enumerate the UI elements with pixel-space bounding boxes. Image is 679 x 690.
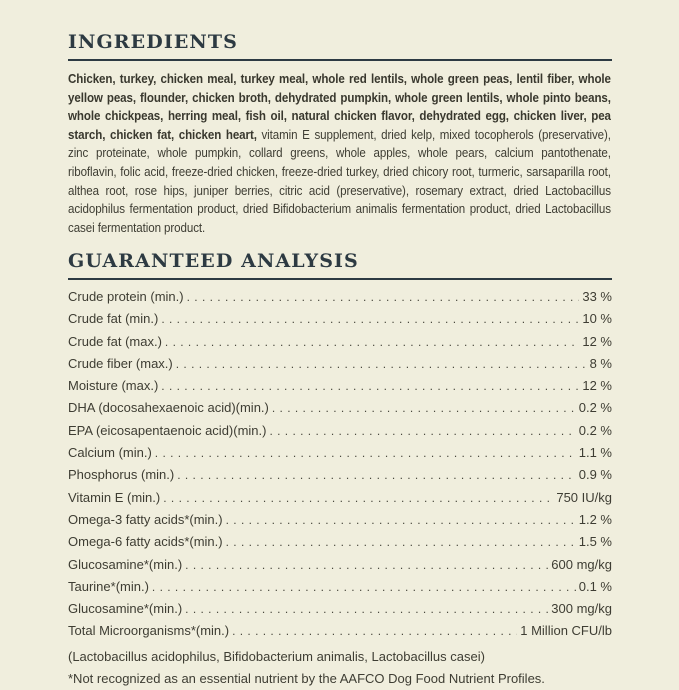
dot-leader bbox=[185, 601, 548, 616]
nutrient-value: 12 % bbox=[582, 333, 612, 349]
nutrient-name: Moisture (max.) bbox=[68, 378, 159, 394]
dot-leader bbox=[155, 445, 576, 460]
analysis-row: Calcium (min.) 1.1 % bbox=[68, 445, 612, 467]
analysis-row: DHA (docosahexaenoic acid)(min.) 0.2 % bbox=[68, 400, 612, 422]
nutrient-name: Total Microorganisms*(min.) bbox=[68, 623, 230, 639]
nutrient-value: 600 mg/kg bbox=[551, 556, 612, 572]
nutrient-value: 10 % bbox=[582, 311, 612, 327]
analysis-table: Crude protein (min.) 33 % Crude fat (min.)… bbox=[68, 289, 612, 646]
nutrient-name: Omega-3 fatty acids*(min.) bbox=[68, 511, 223, 527]
nutrient-name: Calcium (min.) bbox=[68, 445, 152, 461]
ingredients-divider bbox=[68, 59, 612, 61]
ingredients-primary-text: Chicken, turkey, chicken meal, turkey me… bbox=[68, 71, 611, 142]
dot-leader bbox=[226, 534, 576, 549]
nutrient-name: Crude fat (min.) bbox=[68, 311, 159, 327]
nutrient-name: Omega-6 fatty acids*(min.) bbox=[68, 534, 223, 550]
aafco-footnote: *Not recognized as an essential nutrient… bbox=[68, 671, 545, 687]
nutrient-value: 33 % bbox=[582, 289, 612, 304]
nutrient-name: Crude fiber (max.) bbox=[68, 355, 173, 371]
ingredients-title: INGREDIENTS bbox=[68, 31, 238, 53]
nutrient-value: 750 IU/kg bbox=[556, 489, 612, 505]
nutrient-value: 1.1 % bbox=[578, 445, 612, 461]
analysis-row: Glucosamine*(min.) 600 mg/kg bbox=[68, 557, 612, 579]
nutrient-value: 12 % bbox=[582, 378, 612, 394]
nutrient-value: 0.2 % bbox=[578, 422, 612, 438]
ingredients-section: INGREDIENTS Chicken, turkey, chicken mea… bbox=[68, 31, 612, 238]
microorganisms-detail-note: (Lactobacillus acidophilus, Bifidobacter… bbox=[68, 648, 485, 664]
nutrient-name: EPA (eicosapentaenoic acid)(min.) bbox=[68, 422, 267, 438]
nutrient-value: 1 Million CFU/lb bbox=[520, 623, 612, 639]
nutrient-value: 1.2 % bbox=[578, 511, 612, 527]
nutrient-name: Crude protein (min.) bbox=[68, 289, 184, 304]
dot-leader bbox=[226, 512, 576, 527]
dot-leader bbox=[176, 356, 587, 371]
analysis-row: Total Microorganisms*(min.) 1 Million CFU… bbox=[68, 623, 612, 645]
dot-leader bbox=[185, 557, 548, 572]
nutrient-name: Vitamin E (min.) bbox=[68, 489, 161, 505]
dot-leader bbox=[161, 311, 579, 326]
analysis-row: Crude fat (min.) 10 % bbox=[68, 311, 612, 333]
dot-leader bbox=[177, 467, 576, 482]
dot-leader bbox=[163, 490, 553, 505]
nutrient-name: Crude fat (max.) bbox=[68, 333, 162, 349]
nutrient-value: 300 mg/kg bbox=[551, 601, 612, 617]
ingredients-paragraph-wrap: Chicken, turkey, chicken meal, turkey me… bbox=[68, 70, 612, 238]
guaranteed-analysis-title: GUARANTEED ANALYSIS bbox=[68, 250, 359, 272]
dot-leader bbox=[232, 623, 517, 638]
analysis-row: Omega-3 fatty acids*(min.) 1.2 % bbox=[68, 512, 612, 534]
analysis-row: Crude fat (max.) 12 % bbox=[68, 334, 612, 356]
guaranteed-analysis-divider bbox=[68, 278, 612, 280]
analysis-row: Crude protein (min.) 33 % bbox=[68, 289, 612, 311]
nutrient-name: Phosphorus (min.) bbox=[68, 467, 175, 483]
dot-leader bbox=[161, 378, 579, 393]
nutrient-name: Glucosamine*(min.) bbox=[68, 556, 183, 572]
dot-leader bbox=[187, 289, 580, 304]
analysis-row: EPA (eicosapentaenoic acid)(min.) 0.2 % bbox=[68, 423, 612, 445]
ingredients-paragraph: Chicken, turkey, chicken meal, turkey me… bbox=[68, 70, 611, 237]
ingredients-secondary-text: vitamin E supplement, dried kelp, mixed … bbox=[68, 126, 611, 235]
dot-leader bbox=[152, 579, 576, 594]
nutrient-value: 0.2 % bbox=[578, 400, 612, 416]
nutrient-name: Taurine*(min.) bbox=[68, 578, 149, 594]
analysis-row: Moisture (max.) 12 % bbox=[68, 378, 612, 400]
nutrient-value: 8 % bbox=[589, 355, 612, 371]
dot-leader bbox=[272, 400, 576, 415]
nutrient-value: 0.9 % bbox=[578, 467, 612, 483]
guaranteed-analysis-section: GUARANTEED ANALYSIS Crude protein (min.)… bbox=[68, 250, 612, 690]
analysis-row: Vitamin E (min.) 750 IU/kg bbox=[68, 490, 612, 512]
nutrient-value: 0.1 % bbox=[578, 578, 612, 594]
analysis-row: Phosphorus (min.) 0.9 % bbox=[68, 467, 612, 489]
nutrient-name: DHA (docosahexaenoic acid)(min.) bbox=[68, 400, 269, 416]
analysis-row: Omega-6 fatty acids*(min.) 1.5 % bbox=[68, 534, 612, 556]
dot-leader bbox=[165, 334, 579, 349]
analysis-row: Glucosamine*(min.) 300 mg/kg bbox=[68, 601, 612, 623]
nutrient-value: 1.5 % bbox=[578, 534, 612, 550]
analysis-row: Crude fiber (max.) 8 % bbox=[68, 356, 612, 378]
dot-leader bbox=[269, 423, 575, 438]
nutrient-name: Glucosamine*(min.) bbox=[68, 601, 183, 617]
analysis-row: Taurine*(min.) 0.1 % bbox=[68, 579, 612, 601]
